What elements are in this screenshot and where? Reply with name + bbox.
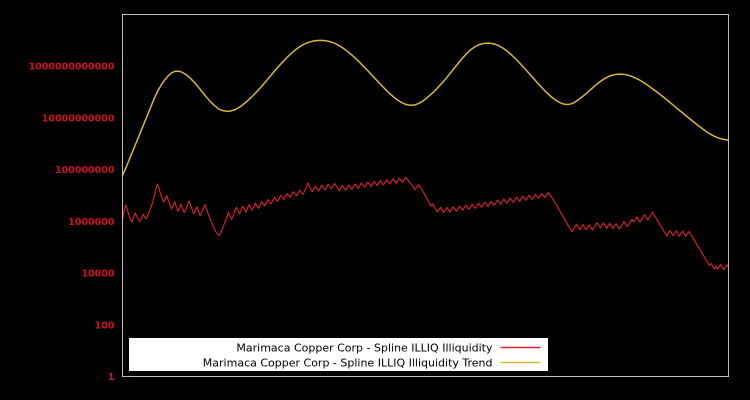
y-axis-tick-label: 100 [95, 320, 115, 331]
y-axis-tick-labels: 1 100 10000 1000000 100000000 10000000000 1000… [29, 62, 115, 383]
y-axis-tick-label: 1000000000000 [29, 62, 115, 73]
line-illiquidity-trend [121, 39, 730, 177]
legend-entry-label: Marimaca Copper Corp - Spline ILLIQ Illi… [203, 357, 493, 370]
chart-legend: Marimaca Copper Corp - Spline ILLIQ Illi… [128, 337, 549, 372]
series-lines [121, 39, 730, 271]
line-illiquidity [121, 176, 730, 271]
y-axis-tick-label: 10000 [81, 269, 114, 280]
y-axis-tick-label: 1 [108, 372, 115, 383]
plot-frame [122, 14, 729, 377]
y-axis-tick-label: 10000000000 [42, 113, 115, 124]
legend-box [128, 337, 549, 372]
legend-entry-label: Marimaca Copper Corp - Spline ILLIQ Illi… [236, 342, 493, 355]
y-axis-tick-label: 1000000 [68, 217, 115, 228]
y-axis-tick-label: 100000000 [55, 165, 115, 176]
